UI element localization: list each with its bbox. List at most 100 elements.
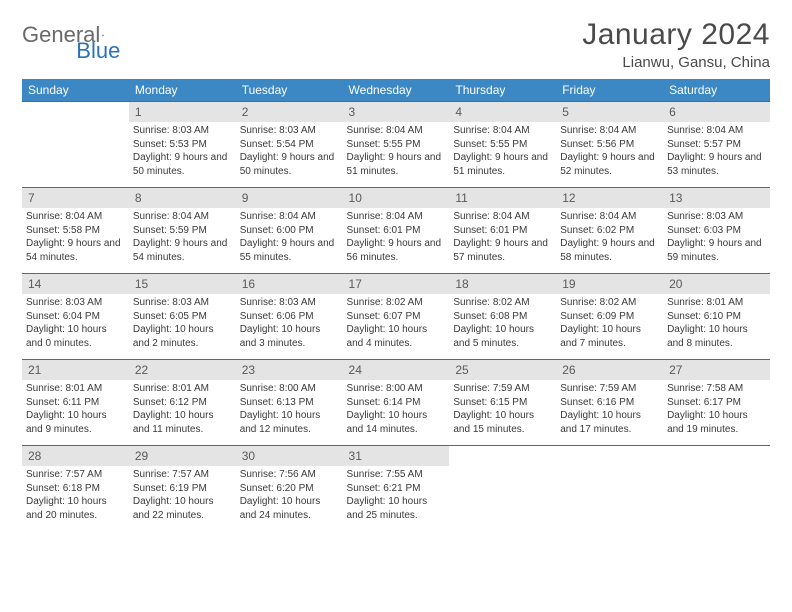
weekday-header: Monday — [129, 79, 236, 102]
calendar-day-cell: 28Sunrise: 7:57 AMSunset: 6:18 PMDayligh… — [22, 446, 129, 532]
sunrise-text: Sunrise: 7:56 AM — [240, 468, 339, 482]
sunset-text: Sunset: 6:15 PM — [453, 396, 552, 410]
daylight-text: Daylight: 10 hours and 15 minutes. — [453, 409, 552, 436]
day-number: 4 — [449, 102, 556, 122]
sunrise-text: Sunrise: 8:01 AM — [667, 296, 766, 310]
day-details: Sunrise: 7:58 AMSunset: 6:17 PMDaylight:… — [663, 380, 770, 440]
sunset-text: Sunset: 6:01 PM — [453, 224, 552, 238]
day-details: Sunrise: 7:59 AMSunset: 6:15 PMDaylight:… — [449, 380, 556, 440]
sunset-text: Sunset: 6:08 PM — [453, 310, 552, 324]
day-number: 9 — [236, 188, 343, 208]
day-details: Sunrise: 8:04 AMSunset: 5:55 PMDaylight:… — [343, 122, 450, 182]
sunset-text: Sunset: 6:05 PM — [133, 310, 232, 324]
calendar-week-row: 14Sunrise: 8:03 AMSunset: 6:04 PMDayligh… — [22, 274, 770, 360]
day-details: Sunrise: 8:04 AMSunset: 5:56 PMDaylight:… — [556, 122, 663, 182]
calendar-week-row: 7Sunrise: 8:04 AMSunset: 5:58 PMDaylight… — [22, 188, 770, 274]
daylight-text: Daylight: 9 hours and 54 minutes. — [26, 237, 125, 264]
sunrise-text: Sunrise: 8:03 AM — [26, 296, 125, 310]
sunset-text: Sunset: 6:07 PM — [347, 310, 446, 324]
calendar-day-cell — [449, 446, 556, 532]
sunset-text: Sunset: 6:09 PM — [560, 310, 659, 324]
daylight-text: Daylight: 9 hours and 53 minutes. — [667, 151, 766, 178]
sunset-text: Sunset: 6:14 PM — [347, 396, 446, 410]
calendar-day-cell: 15Sunrise: 8:03 AMSunset: 6:05 PMDayligh… — [129, 274, 236, 360]
sunrise-text: Sunrise: 8:04 AM — [347, 210, 446, 224]
sunrise-text: Sunrise: 8:04 AM — [240, 210, 339, 224]
weekday-header: Saturday — [663, 79, 770, 102]
daylight-text: Daylight: 10 hours and 19 minutes. — [667, 409, 766, 436]
calendar-day-cell: 5Sunrise: 8:04 AMSunset: 5:56 PMDaylight… — [556, 102, 663, 188]
sunset-text: Sunset: 6:13 PM — [240, 396, 339, 410]
day-number: 20 — [663, 274, 770, 294]
daylight-text: Daylight: 9 hours and 54 minutes. — [133, 237, 232, 264]
calendar-week-row: 21Sunrise: 8:01 AMSunset: 6:11 PMDayligh… — [22, 360, 770, 446]
calendar-day-cell: 30Sunrise: 7:56 AMSunset: 6:20 PMDayligh… — [236, 446, 343, 532]
day-details: Sunrise: 8:04 AMSunset: 6:02 PMDaylight:… — [556, 208, 663, 268]
calendar-day-cell: 21Sunrise: 8:01 AMSunset: 6:11 PMDayligh… — [22, 360, 129, 446]
day-number: 16 — [236, 274, 343, 294]
sunrise-text: Sunrise: 8:03 AM — [240, 124, 339, 138]
day-details: Sunrise: 7:57 AMSunset: 6:18 PMDaylight:… — [22, 466, 129, 526]
day-details: Sunrise: 8:04 AMSunset: 6:01 PMDaylight:… — [449, 208, 556, 268]
day-number: 8 — [129, 188, 236, 208]
sunrise-text: Sunrise: 8:01 AM — [133, 382, 232, 396]
day-details: Sunrise: 8:04 AMSunset: 5:55 PMDaylight:… — [449, 122, 556, 182]
sunset-text: Sunset: 5:56 PM — [560, 138, 659, 152]
day-details: Sunrise: 8:04 AMSunset: 5:58 PMDaylight:… — [22, 208, 129, 268]
sunrise-text: Sunrise: 8:04 AM — [453, 210, 552, 224]
calendar-day-cell: 17Sunrise: 8:02 AMSunset: 6:07 PMDayligh… — [343, 274, 450, 360]
sunrise-text: Sunrise: 8:01 AM — [26, 382, 125, 396]
calendar-day-cell: 11Sunrise: 8:04 AMSunset: 6:01 PMDayligh… — [449, 188, 556, 274]
calendar-day-cell: 4Sunrise: 8:04 AMSunset: 5:55 PMDaylight… — [449, 102, 556, 188]
sunrise-text: Sunrise: 8:03 AM — [667, 210, 766, 224]
day-number: 24 — [343, 360, 450, 380]
weekday-header-row: Sunday Monday Tuesday Wednesday Thursday… — [22, 79, 770, 102]
day-number: 18 — [449, 274, 556, 294]
calendar-day-cell: 14Sunrise: 8:03 AMSunset: 6:04 PMDayligh… — [22, 274, 129, 360]
sunrise-text: Sunrise: 8:04 AM — [453, 124, 552, 138]
calendar-day-cell: 12Sunrise: 8:04 AMSunset: 6:02 PMDayligh… — [556, 188, 663, 274]
day-details: Sunrise: 8:00 AMSunset: 6:13 PMDaylight:… — [236, 380, 343, 440]
day-details: Sunrise: 8:01 AMSunset: 6:11 PMDaylight:… — [22, 380, 129, 440]
day-number: 25 — [449, 360, 556, 380]
daylight-text: Daylight: 9 hours and 58 minutes. — [560, 237, 659, 264]
day-details: Sunrise: 8:03 AMSunset: 6:04 PMDaylight:… — [22, 294, 129, 354]
day-details: Sunrise: 7:55 AMSunset: 6:21 PMDaylight:… — [343, 466, 450, 526]
daylight-text: Daylight: 10 hours and 17 minutes. — [560, 409, 659, 436]
sunset-text: Sunset: 6:21 PM — [347, 482, 446, 496]
sunrise-text: Sunrise: 7:59 AM — [453, 382, 552, 396]
sunrise-text: Sunrise: 8:00 AM — [347, 382, 446, 396]
daylight-text: Daylight: 10 hours and 24 minutes. — [240, 495, 339, 522]
sunrise-text: Sunrise: 8:02 AM — [453, 296, 552, 310]
day-details: Sunrise: 8:02 AMSunset: 6:09 PMDaylight:… — [556, 294, 663, 354]
calendar-day-cell: 23Sunrise: 8:00 AMSunset: 6:13 PMDayligh… — [236, 360, 343, 446]
sunrise-text: Sunrise: 8:04 AM — [347, 124, 446, 138]
sunrise-text: Sunrise: 8:03 AM — [133, 296, 232, 310]
day-details: Sunrise: 7:57 AMSunset: 6:19 PMDaylight:… — [129, 466, 236, 526]
day-details: Sunrise: 8:00 AMSunset: 6:14 PMDaylight:… — [343, 380, 450, 440]
day-details: Sunrise: 8:04 AMSunset: 5:57 PMDaylight:… — [663, 122, 770, 182]
calendar-day-cell: 8Sunrise: 8:04 AMSunset: 5:59 PMDaylight… — [129, 188, 236, 274]
weekday-header: Thursday — [449, 79, 556, 102]
sunset-text: Sunset: 6:17 PM — [667, 396, 766, 410]
day-number: 13 — [663, 188, 770, 208]
sunrise-text: Sunrise: 8:04 AM — [667, 124, 766, 138]
sunset-text: Sunset: 6:16 PM — [560, 396, 659, 410]
sunset-text: Sunset: 6:01 PM — [347, 224, 446, 238]
sunrise-text: Sunrise: 7:57 AM — [133, 468, 232, 482]
day-number: 19 — [556, 274, 663, 294]
daylight-text: Daylight: 9 hours and 56 minutes. — [347, 237, 446, 264]
day-number: 27 — [663, 360, 770, 380]
calendar-day-cell: 10Sunrise: 8:04 AMSunset: 6:01 PMDayligh… — [343, 188, 450, 274]
daylight-text: Daylight: 10 hours and 3 minutes. — [240, 323, 339, 350]
sunrise-text: Sunrise: 7:57 AM — [26, 468, 125, 482]
daylight-text: Daylight: 10 hours and 11 minutes. — [133, 409, 232, 436]
day-number: 2 — [236, 102, 343, 122]
calendar-day-cell — [556, 446, 663, 532]
calendar-day-cell — [22, 102, 129, 188]
daylight-text: Daylight: 10 hours and 4 minutes. — [347, 323, 446, 350]
sunset-text: Sunset: 6:20 PM — [240, 482, 339, 496]
sunrise-text: Sunrise: 8:04 AM — [26, 210, 125, 224]
month-title: January 2024 — [582, 18, 770, 52]
calendar-day-cell — [663, 446, 770, 532]
